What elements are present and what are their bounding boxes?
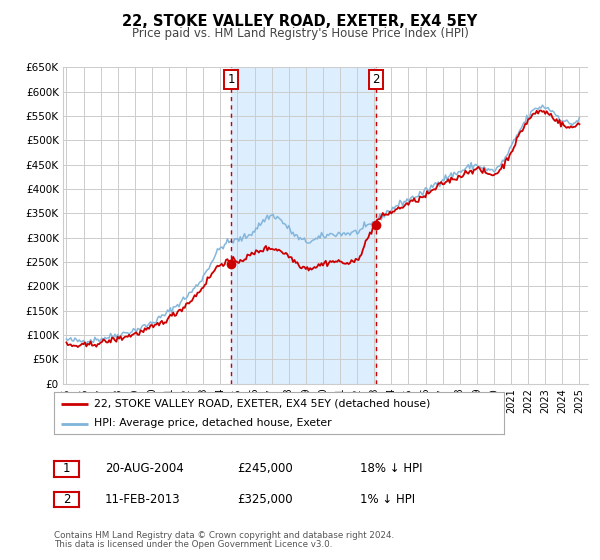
Text: 11-FEB-2013: 11-FEB-2013 — [105, 493, 181, 506]
Text: 20-AUG-2004: 20-AUG-2004 — [105, 462, 184, 475]
Text: 22, STOKE VALLEY ROAD, EXETER, EX4 5EY (detached house): 22, STOKE VALLEY ROAD, EXETER, EX4 5EY (… — [95, 399, 431, 409]
Text: 22, STOKE VALLEY ROAD, EXETER, EX4 5EY: 22, STOKE VALLEY ROAD, EXETER, EX4 5EY — [122, 14, 478, 29]
Text: £245,000: £245,000 — [237, 462, 293, 475]
Text: 18% ↓ HPI: 18% ↓ HPI — [360, 462, 422, 475]
Text: HPI: Average price, detached house, Exeter: HPI: Average price, detached house, Exet… — [95, 418, 332, 428]
Text: 2: 2 — [373, 73, 380, 86]
Text: 1% ↓ HPI: 1% ↓ HPI — [360, 493, 415, 506]
Text: £325,000: £325,000 — [237, 493, 293, 506]
Text: 1: 1 — [63, 462, 70, 475]
Text: Price paid vs. HM Land Registry's House Price Index (HPI): Price paid vs. HM Land Registry's House … — [131, 27, 469, 40]
Text: This data is licensed under the Open Government Licence v3.0.: This data is licensed under the Open Gov… — [54, 540, 332, 549]
Text: Contains HM Land Registry data © Crown copyright and database right 2024.: Contains HM Land Registry data © Crown c… — [54, 531, 394, 540]
Text: 1: 1 — [227, 73, 235, 86]
Bar — [231, 67, 376, 384]
Text: 2: 2 — [63, 493, 70, 506]
